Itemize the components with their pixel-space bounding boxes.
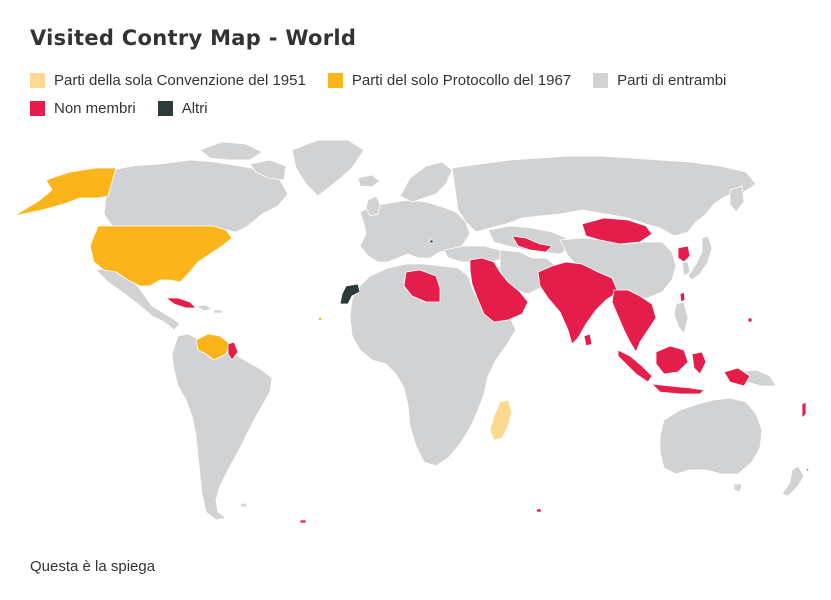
legend-swatch-both	[593, 72, 609, 88]
land-south-asia	[537, 261, 619, 345]
land-small-islands	[299, 317, 810, 524]
land-south-america	[171, 333, 273, 521]
land-middle-east-block	[469, 257, 529, 323]
land-uk	[365, 195, 381, 217]
legend-swatch-convention-only	[30, 72, 45, 88]
land-kamchatka	[729, 185, 745, 213]
map-caption: Questa è la spiega	[30, 558, 156, 575]
legend-item-non-members: Non membri	[30, 100, 136, 117]
map-layer-convention-only	[489, 399, 513, 441]
land-falklands	[239, 502, 248, 508]
map-layer-others	[339, 239, 434, 305]
land-turkey-middle-east	[443, 245, 505, 263]
legend-item-protocol-only: Parti del solo Protocollo del 1967	[327, 71, 572, 89]
land-west-papua	[723, 367, 751, 387]
land-japan	[687, 235, 713, 281]
legend-swatch-others	[157, 100, 173, 116]
land-taiwan	[679, 291, 686, 303]
legend: Parti della sola Convenzione del 1951 Pa…	[30, 66, 820, 122]
legend-label-non-members: Non membri	[54, 99, 136, 117]
map-layer-protocol-only	[13, 167, 323, 361]
land-sulawesi	[691, 351, 707, 375]
land-north-korea	[677, 245, 691, 263]
legend-item-convention-only: Parti della sola Convenzione del 1951	[30, 72, 306, 89]
land-mongolia	[581, 217, 653, 245]
legend-label-convention-only: Parti della sola Convenzione del 1951	[54, 71, 306, 89]
land-central-asia-nonmember	[511, 235, 553, 253]
land-russia-asia	[451, 155, 757, 237]
map-layer-non-members	[165, 217, 810, 524]
land-canada-islands	[199, 141, 263, 161]
land-sri-lanka	[583, 333, 593, 347]
land-alaska	[13, 167, 117, 217]
land-philippines	[673, 301, 689, 335]
land-usa	[89, 225, 233, 287]
land-venezuela	[195, 333, 231, 361]
legend-label-protocol-only: Parti del solo Protocollo del 1967	[351, 71, 572, 89]
land-kosovo	[429, 239, 434, 244]
legend-item-others: Altri	[157, 99, 208, 117]
land-greenland	[291, 139, 365, 197]
land-java	[651, 383, 705, 395]
legend-row-1: Parti della sola Convenzione del 1951 Pa…	[30, 66, 820, 94]
land-tasmania	[733, 483, 743, 493]
land-cape-verde	[317, 316, 323, 322]
land-baffin	[249, 159, 287, 181]
land-guyana	[227, 341, 239, 361]
land-sumatra	[617, 349, 653, 383]
land-iceland	[357, 174, 381, 188]
legend-swatch-non-members	[30, 100, 45, 116]
land-libya	[403, 269, 441, 303]
land-madagascar	[489, 399, 513, 441]
land-southeast-asia	[611, 289, 657, 353]
legend-row-2: Non membri Altri	[30, 94, 820, 122]
land-korea-south	[681, 261, 691, 277]
land-scandinavia	[399, 161, 453, 203]
world-map	[13, 139, 810, 524]
map-layer-both	[95, 139, 805, 521]
land-caribbean	[195, 304, 223, 314]
legend-swatch-protocol-only	[327, 72, 343, 88]
land-africa	[349, 263, 517, 467]
legend-item-both: Parti di entrambi	[593, 72, 726, 89]
legend-label-both: Parti di entrambi	[617, 71, 727, 89]
land-borneo	[655, 345, 689, 375]
legend-label-others: Altri	[181, 99, 208, 117]
land-cuba	[165, 297, 197, 309]
land-western-sahara	[339, 283, 361, 305]
land-australia	[659, 397, 763, 475]
land-new-zealand	[781, 465, 805, 497]
map-title: Visited Contry Map - World	[30, 26, 357, 50]
